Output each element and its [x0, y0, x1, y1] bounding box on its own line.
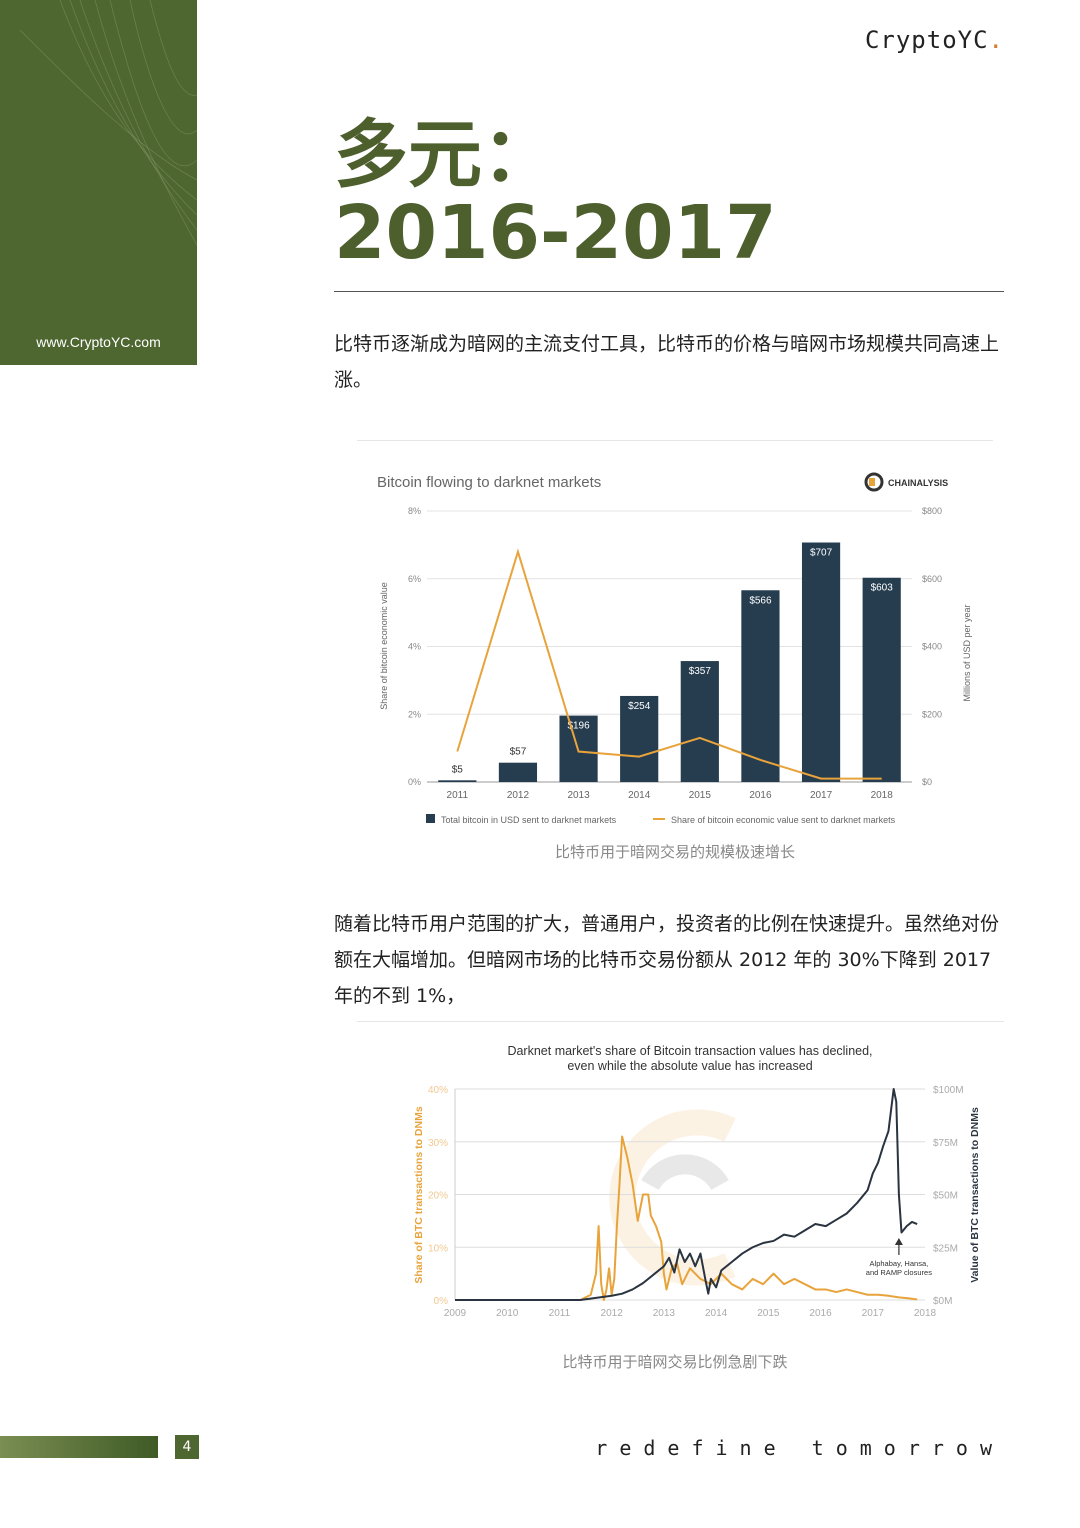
chart2-xtick: 2018 [914, 1308, 937, 1319]
website-url[interactable]: www.CryptoYC.com [36, 334, 161, 350]
chart2-value-line [455, 1088, 918, 1301]
chainalysis-logo-accent [869, 478, 875, 486]
chart2-ylabel-left: Share of BTC transactions to DNMs [413, 1106, 425, 1284]
chart1-bar [801, 542, 841, 782]
chart1-ytick-right: $200 [922, 709, 942, 719]
chart1-legend-line: Share of bitcoin economic value sent to … [671, 815, 896, 825]
chart1-ytick-right: $800 [922, 506, 942, 516]
chart1-ytick-left: 0% [408, 777, 421, 787]
chart1-xtick: 2013 [567, 790, 590, 801]
title-line-2: 2016-2017 [334, 190, 777, 276]
chart1-bar-label: $5 [452, 764, 464, 775]
chart2-ytick-right: $75M [933, 1138, 958, 1149]
chart2-ytick-right: $50M [933, 1191, 958, 1202]
chart1-top-divider [357, 440, 993, 441]
chart1-ytick-left: 6% [408, 574, 421, 584]
watermark-arc-orange [609, 1109, 736, 1286]
chart1-bar [498, 762, 538, 782]
annotation-arrow-head [894, 1238, 903, 1245]
chart1-bar-label: $707 [810, 548, 833, 559]
brand-dot: . [988, 26, 1004, 54]
title-divider [334, 291, 1004, 292]
chart1-ytick-right: $400 [922, 642, 942, 652]
chart2-ylabel-right: Value of BTC transactions to DNMs [969, 1107, 981, 1283]
chart1-legend-swatch-bars [426, 814, 435, 823]
chart1-ylabel-right: Millions of USD per year [962, 604, 972, 701]
decorative-waves [19, 0, 197, 246]
sidebar-banner: www.CryptoYC.com [0, 0, 197, 365]
title-line-1: 多元： [334, 112, 556, 198]
intro-paragraph: 比特币逐渐成为暗网的主流支付工具，比特币的价格与暗网市场规模共同高速上涨。 [334, 333, 1000, 391]
chart1-ytick-left: 8% [408, 506, 421, 516]
chart2-ytick-left: 10% [428, 1243, 448, 1254]
chart1-ytick-right: $600 [922, 574, 942, 584]
chart2-xtick: 2012 [601, 1308, 624, 1319]
chart1-xtick: 2016 [749, 790, 772, 801]
chart1-bar [438, 780, 477, 782]
chart1-xtick: 2015 [689, 790, 712, 801]
watermark-arc-gray [641, 1154, 729, 1191]
chart1-bar-label: $566 [749, 595, 772, 606]
chart1-share-line [456, 548, 882, 780]
chart1-xtick: 2018 [871, 790, 894, 801]
footer-bar [0, 1436, 158, 1458]
chart2-xtick: 2009 [444, 1308, 467, 1319]
chart2-xtick: 2017 [862, 1308, 885, 1319]
chart2-annotation-text: and RAMP closures [866, 1268, 932, 1277]
chart1-bar-label: $603 [871, 583, 894, 594]
chart2-subtitle: even while the absolute value has increa… [567, 1059, 812, 1073]
chainalysis-logo-text: CHAINALYSIS [888, 478, 948, 488]
chart1-bar [680, 661, 719, 782]
chart1-bar-label: $357 [689, 666, 712, 677]
chart2-xtick: 2015 [757, 1308, 780, 1319]
chart2-ytick-left: 0% [434, 1296, 449, 1307]
chart1-bar-label: $57 [510, 747, 527, 758]
chart1-xtick: 2014 [628, 790, 651, 801]
chart2-xtick: 2013 [653, 1308, 676, 1319]
chart2-caption: 比特币用于暗网交易比例急剧下跌 [562, 1353, 788, 1371]
chart2-ytick-right: $0M [933, 1296, 952, 1307]
chart2-ytick-left: 20% [428, 1191, 448, 1202]
chart2-top-divider [357, 1021, 1004, 1022]
chart1-ytick-left: 4% [408, 642, 421, 652]
chart2-xtick: 2016 [809, 1308, 832, 1319]
chart2-ytick-left: 40% [428, 1085, 448, 1096]
brand-logo: CryptoYC. [865, 26, 1004, 54]
chainalysis-logo-mark [864, 472, 884, 492]
darknet-share-line-chart: Darknet market's share of Bitcoin transa… [413, 1044, 981, 1319]
chart2-annotation-text: Alphabay, Hansa, [870, 1259, 929, 1268]
page-number: 4 [175, 1435, 199, 1459]
chart1-ytick-right: $0 [922, 777, 932, 787]
chart2-watermark [609, 1109, 736, 1286]
chart1-bar [620, 695, 659, 782]
chart1-legend-bars: Total bitcoin in USD sent to darknet mar… [441, 815, 617, 825]
chart1-ytick-left: 2% [408, 709, 421, 719]
chart2-ytick-right: $25M [933, 1243, 958, 1254]
chart2-xtick: 2010 [496, 1308, 519, 1319]
chart2-xtick: 2014 [705, 1308, 728, 1319]
chart1-bar-label: $196 [567, 721, 590, 732]
chart1-xtick: 2011 [447, 790, 469, 801]
chart1-caption: 比特币用于暗网交易的规模极速增长 [554, 843, 795, 861]
chart2-title: Darknet market's share of Bitcoin transa… [507, 1044, 872, 1058]
footer-tagline: redefine tomorrow [595, 1436, 1004, 1460]
body-paragraph: 随着比特币用户范围的扩大，普通用户，投资者的比例在快速提升。虽然绝对份额在大幅增… [334, 913, 1000, 1007]
brand-name: CryptoYC [864, 26, 989, 54]
chart2-ytick-left: 30% [428, 1138, 448, 1149]
chart1-bar-label: $254 [628, 701, 651, 712]
chart1-bar [741, 590, 780, 782]
chart1-title: Bitcoin flowing to darknet markets [377, 474, 601, 491]
chart2-xtick: 2011 [549, 1308, 571, 1319]
bitcoin-darknet-bar-chart: Bitcoin flowing to darknet markets CHAINA… [377, 472, 972, 825]
chart2-ytick-right: $100M [933, 1085, 964, 1096]
chart1-xtick: 2012 [507, 790, 530, 801]
page-title: 多元： 2016-2017 [334, 116, 777, 272]
chainalysis-logo: CHAINALYSIS [864, 472, 948, 492]
chart1-xtick: 2017 [810, 790, 833, 801]
chart1-ylabel-left: Share of bitcoin economic value [379, 582, 389, 710]
chart1-bar [862, 577, 901, 782]
